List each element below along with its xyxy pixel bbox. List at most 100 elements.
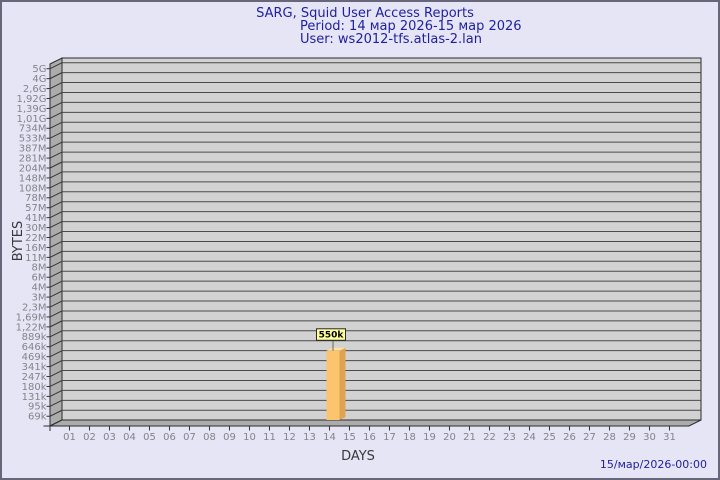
wall-tick — [49, 320, 63, 328]
x-tick-label: 30 — [643, 432, 656, 443]
wall-tick — [49, 161, 63, 169]
wall-tick — [49, 231, 63, 238]
chart-period: Period: 14 мар 2026-15 мар 2026 — [300, 19, 522, 34]
y-tick-label: 204M — [19, 163, 47, 174]
y-tick-label: 22M — [25, 233, 46, 244]
x-tick-label: 21 — [463, 432, 476, 443]
x-tick-label: 18 — [403, 432, 416, 443]
x-axis-labels: 01 02 03 04 05 06 07 08 09 10 11 12 13 14 15 16 17 18 19 20… — [63, 426, 676, 443]
y-tick-label: 16M — [25, 243, 46, 254]
y-tick-label: 5G — [32, 64, 46, 75]
x-tick-label: 31 — [663, 432, 676, 443]
y-tick-label: 30M — [25, 223, 46, 234]
y-tick-label: 734M — [19, 124, 47, 135]
y-tick-label: 131k — [22, 392, 47, 403]
x-tick-label: 27 — [583, 432, 596, 443]
y-tick-label: 247k — [22, 372, 47, 383]
x-tick-label: 14 — [323, 432, 336, 443]
wall-tick — [49, 181, 63, 189]
wall-tick — [49, 330, 63, 338]
x-tick-label: 09 — [223, 432, 236, 443]
x-tick-label: 03 — [103, 432, 116, 443]
callout-box — [316, 328, 346, 341]
wall-tick — [49, 340, 63, 348]
y-tick-label: 1,92G — [16, 94, 46, 105]
wall-tick — [49, 72, 63, 80]
wall-tick — [49, 191, 63, 199]
x-tick-label: 02 — [83, 432, 96, 443]
x-tick-label: 29 — [623, 432, 636, 443]
x-tick-label: 01 — [63, 432, 76, 443]
wall-tick — [49, 121, 63, 129]
floor — [49, 419, 702, 427]
y-tick-label: 1,22M — [16, 322, 47, 333]
wall-tick — [49, 409, 63, 417]
y-tick-label: 57M — [25, 203, 46, 214]
x-tick-label: 13 — [303, 432, 316, 443]
wall-tick — [49, 92, 63, 99]
wall-tick — [49, 380, 63, 387]
y-tick-label: 2,3M — [22, 302, 47, 313]
y-axis-labels: 5G4G2,6G1,92G1,39G1,01G734M533M387M281M2… — [16, 64, 51, 423]
wall-tick — [49, 290, 63, 298]
y-axis-title: BYTES — [11, 221, 26, 262]
x-tick-label: 16 — [363, 432, 376, 443]
x-tick-label: 17 — [383, 432, 396, 443]
wall-tick — [49, 211, 63, 219]
chart-header: SARG, Squid User Access Reports Period: … — [256, 6, 521, 47]
y-tick-label: 108M — [19, 183, 47, 194]
y-tick-label: 41M — [25, 213, 46, 224]
y-tick-label: 1,69M — [16, 312, 47, 323]
wall-tick — [49, 310, 63, 318]
wall-tick — [49, 389, 63, 397]
y-tick-label: 646k — [22, 342, 47, 353]
bar-front — [326, 350, 340, 420]
x-tick-label: 25 — [543, 432, 556, 443]
wall-tick — [49, 350, 63, 358]
wall-tick — [49, 141, 63, 149]
x-tick-label: 12 — [283, 432, 296, 443]
x-tick-label: 20 — [443, 432, 456, 443]
wall-tick — [49, 360, 63, 368]
wall-tick — [49, 270, 63, 278]
y-tick-label: 1,01G — [16, 114, 46, 125]
wall-tick — [49, 201, 63, 209]
x-tick-label: 07 — [183, 432, 196, 443]
bar-top — [326, 347, 346, 351]
x-tick-label: 26 — [563, 432, 576, 443]
y-tick-label: 387M — [19, 144, 47, 155]
wall-tick — [49, 260, 63, 268]
x-tick-label: 28 — [603, 432, 616, 443]
wall-tick — [49, 300, 63, 308]
wall-tick — [49, 131, 63, 139]
x-tick-label: 05 — [143, 432, 156, 443]
y-tick-label: 11M — [25, 253, 46, 264]
plot-area — [43, 57, 702, 431]
y-tick-label: 69k — [28, 412, 47, 423]
wall-tick — [49, 280, 63, 288]
x-tick-label: 04 — [123, 432, 136, 443]
x-tick-label: 06 — [163, 432, 176, 443]
y-tick-label: 3M — [32, 292, 47, 303]
x-axis-title: DAYS — [341, 449, 375, 464]
wall-tick — [49, 82, 63, 90]
chart-user: User: ws2012-tfs.atlas-2.lan — [300, 32, 482, 47]
y-tick-label: 533M — [19, 134, 47, 145]
x-tick-label: 19 — [423, 432, 436, 443]
x-tick-label: 15 — [343, 432, 356, 443]
y-tick-label: 6M — [32, 273, 47, 284]
wall-tick — [49, 151, 63, 159]
wall-tick — [49, 101, 63, 109]
wall-tick — [49, 370, 63, 377]
y-tick-label: 8M — [32, 263, 47, 274]
x-tick-label: 22 — [483, 432, 496, 443]
x-tick-label: 23 — [503, 432, 516, 443]
x-tick-label: 10 — [243, 432, 256, 443]
wall-tick — [49, 111, 63, 119]
y-tick-label: 95k — [28, 402, 47, 413]
y-tick-label: 889k — [22, 332, 47, 343]
wall-tick — [49, 62, 63, 70]
wall-tick — [49, 250, 63, 258]
